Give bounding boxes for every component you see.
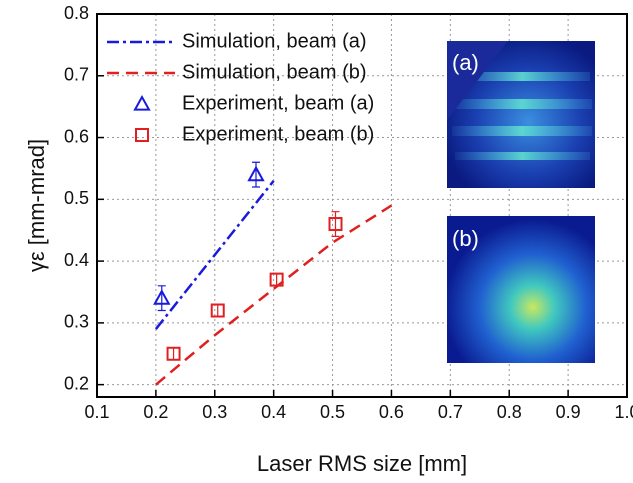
x-tick-label: 0.7 <box>438 402 463 422</box>
x-tick-label: 0.1 <box>84 402 109 422</box>
stripe <box>455 152 590 160</box>
x-tick-label: 1.0 <box>614 402 633 422</box>
legend-swatch <box>136 129 148 141</box>
y-tick-label: 0.6 <box>64 126 89 146</box>
y-tick-label: 0.8 <box>64 3 89 23</box>
x-tick-label: 0.3 <box>202 402 227 422</box>
y-tick-label: 0.7 <box>64 65 89 85</box>
legend-label: Experiment, beam (b) <box>182 123 374 145</box>
stripe <box>452 99 592 109</box>
error-bar <box>170 348 178 360</box>
x-tick-label: 0.2 <box>143 402 168 422</box>
legend-label: Simulation, beam (a) <box>182 30 367 52</box>
legend-label: Experiment, beam (a) <box>182 92 374 114</box>
y-tick-label: 0.3 <box>64 312 89 332</box>
x-tick-label: 0.8 <box>497 402 522 422</box>
inset-a: (a) <box>447 41 595 188</box>
legend-swatch <box>135 97 149 110</box>
x-tick-label: 0.4 <box>261 402 286 422</box>
x-tick-label: 0.6 <box>379 402 404 422</box>
x-tick-label: 0.9 <box>556 402 581 422</box>
inset-label: (a) <box>452 50 479 75</box>
y-tick-label: 0.5 <box>64 188 89 208</box>
legend-label: Simulation, beam (b) <box>182 61 367 83</box>
inset-label: (b) <box>452 226 479 251</box>
y-axis-label: γε [mm-mrad] <box>24 139 49 272</box>
stripe <box>452 126 592 136</box>
x-tick-label: 0.5 <box>320 402 345 422</box>
y-tick-label: 0.2 <box>64 373 89 393</box>
y-tick-label: 0.4 <box>64 250 89 270</box>
chart: 0.1 0.2 0.3 0.4 0.5 0.6 0.7 0.8 0.9 1.0 0.2 0.3 0.4 0… <box>0 0 633 483</box>
sim-line <box>156 181 274 329</box>
x-axis-label: Laser RMS size [mm] <box>257 451 467 476</box>
inset-b: (b) <box>447 216 595 363</box>
